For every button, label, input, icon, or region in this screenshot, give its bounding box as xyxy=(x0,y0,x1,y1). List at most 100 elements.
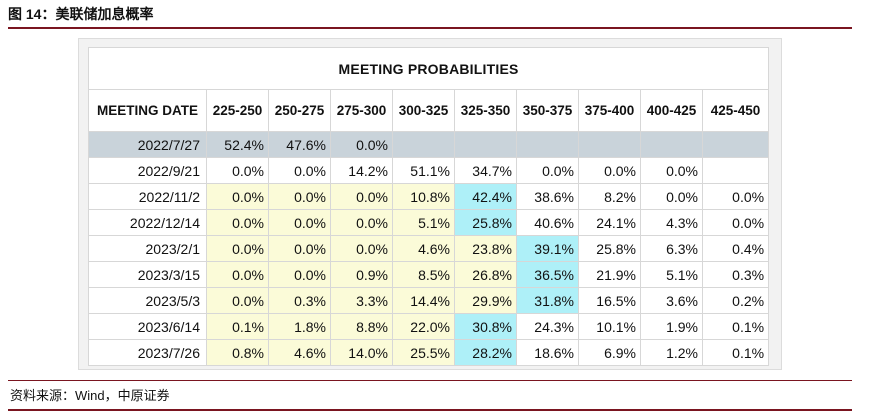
probability-cell: 0.0% xyxy=(206,157,269,184)
probability-cell: 40.6% xyxy=(516,209,579,236)
probability-cell: 0.0% xyxy=(578,157,641,184)
probability-cell: 0.0% xyxy=(206,287,269,314)
table-row: 2022/9/21 0.0% 0.0% 14.2% 51.1% 34.7% 0.0% 0.0%… xyxy=(88,157,770,184)
probability-cell: 0.9% xyxy=(330,261,393,288)
meeting-date-cell: 2023/2/1 xyxy=(88,235,207,262)
probability-cell: 39.1% xyxy=(516,235,579,262)
probability-cell: 4.6% xyxy=(392,235,455,262)
probability-cell: 38.6% xyxy=(516,183,579,210)
probability-cell: 18.6% xyxy=(516,339,579,366)
probability-cell: 0.0% xyxy=(268,261,331,288)
meeting-date-cell: 2022/12/14 xyxy=(88,209,207,236)
probability-cell: 23.8% xyxy=(454,235,517,262)
probability-cell: 0.0% xyxy=(206,261,269,288)
probability-cell: 34.7% xyxy=(454,157,517,184)
probability-cell xyxy=(392,131,455,158)
probability-cell: 14.4% xyxy=(392,287,455,314)
meeting-date-cell: 2023/7/26 xyxy=(88,339,207,366)
column-header-225-250: 225-250 xyxy=(206,89,269,132)
probability-cell: 1.9% xyxy=(640,313,703,340)
probability-cell: 4.6% xyxy=(268,339,331,366)
probability-cell: 0.0% xyxy=(701,183,770,210)
probability-cell: 0.0% xyxy=(640,183,703,210)
figure-title: 图 14：美联储加息概率 xyxy=(8,6,154,22)
probability-cell: 24.3% xyxy=(516,313,579,340)
probability-cell: 22.0% xyxy=(392,313,455,340)
probability-cell: 25.8% xyxy=(454,209,517,236)
probability-cell xyxy=(701,131,770,158)
probability-cell: 29.9% xyxy=(454,287,517,314)
probability-cell: 42.4% xyxy=(454,183,517,210)
column-header-300-325: 300-325 xyxy=(392,89,455,132)
probability-cell: 52.4% xyxy=(206,131,269,158)
probability-cell: 0.0% xyxy=(206,235,269,262)
probability-cell: 5.1% xyxy=(392,209,455,236)
header-row: MEETING DATE 225-250 250-275 275-300 300-325… xyxy=(88,89,770,132)
probability-cell: 0.0% xyxy=(330,131,393,158)
meeting-date-cell: 2023/3/15 xyxy=(88,261,207,288)
meeting-probabilities-table: MEETING PROBABILITIES MEETING DATE 225-25… xyxy=(87,47,770,366)
probability-cell: 0.1% xyxy=(701,339,770,366)
meeting-date-cell: 2022/9/21 xyxy=(88,157,207,184)
probability-cell xyxy=(578,131,641,158)
probability-cell: 0.0% xyxy=(640,157,703,184)
meeting-date-cell: 2023/6/14 xyxy=(88,313,207,340)
meeting-date-cell: 2022/7/27 xyxy=(88,131,207,158)
probability-cell: 0.1% xyxy=(701,313,770,340)
probability-cell: 4.3% xyxy=(640,209,703,236)
probability-cell: 6.3% xyxy=(640,235,703,262)
probability-cell: 0.0% xyxy=(701,209,770,236)
probability-cell: 30.8% xyxy=(454,313,517,340)
table-row: 2023/2/1 0.0% 0.0% 0.0% 4.6% 23.8% 39.1% 25.8% 6… xyxy=(88,235,770,262)
probability-cell: 0.0% xyxy=(206,183,269,210)
column-header-meeting-date: MEETING DATE xyxy=(88,89,207,132)
source-top-divider xyxy=(8,380,852,381)
probability-cell: 1.2% xyxy=(640,339,703,366)
column-header-400-425: 400-425 xyxy=(640,89,703,132)
table-row: 2023/7/26 0.8% 4.6% 14.0% 25.5% 28.2% 18.6% 6.9… xyxy=(88,339,770,366)
probability-cell: 36.5% xyxy=(516,261,579,288)
table-row: 2023/5/3 0.0% 0.3% 3.3% 14.4% 29.9% 31.8% 16.5%… xyxy=(88,287,770,314)
probability-cell xyxy=(640,131,703,158)
column-header-325-350: 325-350 xyxy=(454,89,517,132)
probability-cell: 0.0% xyxy=(268,157,331,184)
probability-cell: 14.2% xyxy=(330,157,393,184)
probability-cell xyxy=(701,157,770,184)
probability-cell: 10.8% xyxy=(392,183,455,210)
probability-cell: 0.0% xyxy=(206,209,269,236)
probability-cell: 0.0% xyxy=(330,183,393,210)
probability-cell: 6.9% xyxy=(578,339,641,366)
probability-cell: 1.8% xyxy=(268,313,331,340)
probability-cell: 0.0% xyxy=(268,209,331,236)
meeting-date-cell: 2022/11/2 xyxy=(88,183,207,210)
probability-cell: 5.1% xyxy=(640,261,703,288)
probability-cell: 8.8% xyxy=(330,313,393,340)
probability-cell: 3.6% xyxy=(640,287,703,314)
table-row: 2022/7/27 52.4% 47.6% 0.0% xyxy=(88,131,770,158)
column-header-375-400: 375-400 xyxy=(578,89,641,132)
probability-cell: 10.1% xyxy=(578,313,641,340)
meeting-date-cell: 2023/5/3 xyxy=(88,287,207,314)
probability-cell: 14.0% xyxy=(330,339,393,366)
source-note: 资料来源：Wind，中原证券 xyxy=(10,388,170,403)
probability-cell: 26.8% xyxy=(454,261,517,288)
probability-cell: 8.5% xyxy=(392,261,455,288)
probability-cell: 25.5% xyxy=(392,339,455,366)
probability-cell: 24.1% xyxy=(578,209,641,236)
probability-cell: 0.0% xyxy=(516,157,579,184)
table-row: 2023/6/14 0.1% 1.8% 8.8% 22.0% 30.8% 24.3% 10.1… xyxy=(88,313,770,340)
probability-cell: 31.8% xyxy=(516,287,579,314)
probability-cell: 0.0% xyxy=(330,235,393,262)
probability-cell: 3.3% xyxy=(330,287,393,314)
probability-cell: 0.8% xyxy=(206,339,269,366)
probability-cell: 0.2% xyxy=(701,287,770,314)
source-bottom-divider xyxy=(8,409,852,411)
table-row: 2023/3/15 0.0% 0.0% 0.9% 8.5% 26.8% 36.5% 21.9%… xyxy=(88,261,770,288)
probability-cell: 0.0% xyxy=(268,235,331,262)
table-body: 2022/7/27 52.4% 47.6% 0.0% 2022/9/21 0.0% 0.0%… xyxy=(88,131,770,366)
probability-cell: 0.0% xyxy=(268,183,331,210)
column-header-275-300: 275-300 xyxy=(330,89,393,132)
probability-cell: 8.2% xyxy=(578,183,641,210)
probability-cell: 21.9% xyxy=(578,261,641,288)
probability-cell: 0.0% xyxy=(330,209,393,236)
